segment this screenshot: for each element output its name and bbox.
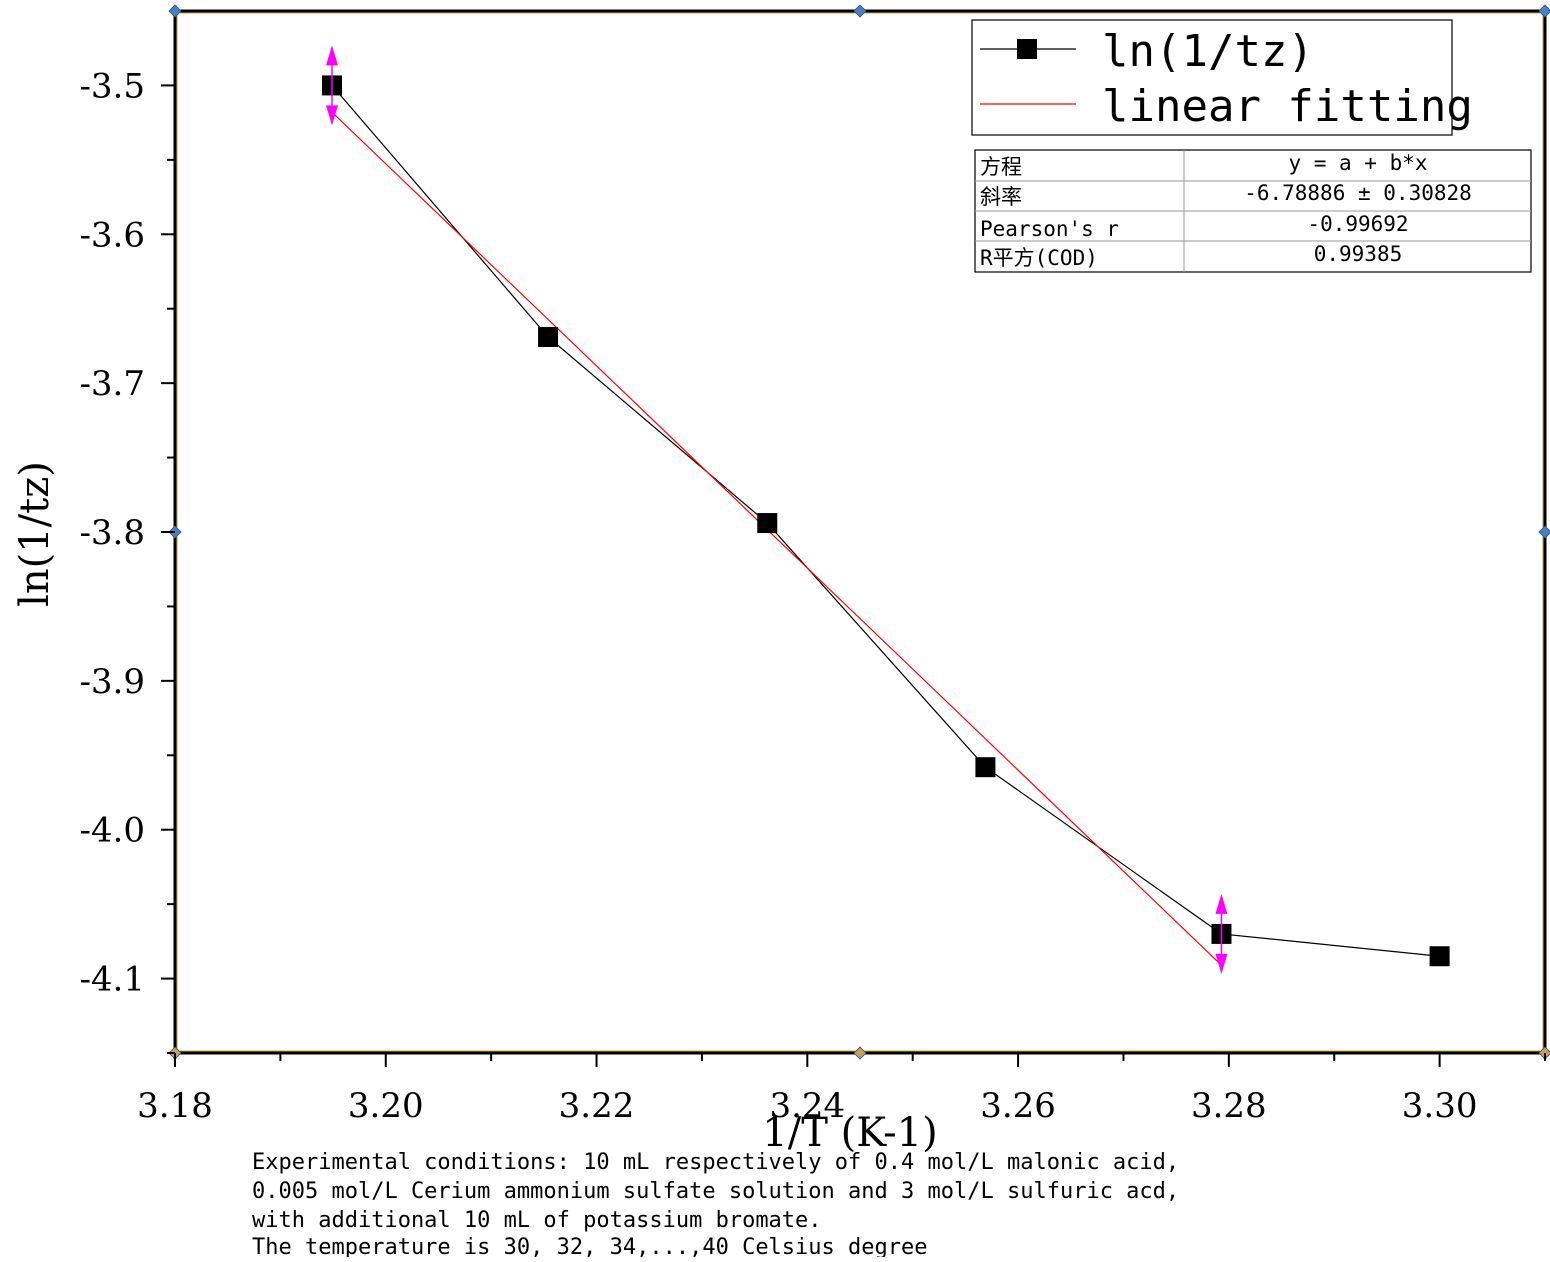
fit-range-arrow-up (1215, 893, 1228, 914)
caption-line: 0.005 mol/L Cerium ammonium sulfate solu… (252, 1179, 1179, 1204)
fit-row-slope-value: -6.78886 ± 0.30828 (1244, 181, 1472, 205)
x-tick-label: 3.26 (980, 1086, 1056, 1126)
x-tick-label: 3.30 (1402, 1086, 1478, 1126)
x-tick-label: 3.22 (559, 1086, 635, 1126)
y-tick-label: -3.9 (79, 662, 145, 702)
fit-row-r2-label: R平方(COD) (980, 246, 1098, 270)
fit-range-arrow-down (1215, 953, 1228, 974)
legend: ln(1/tz) linear fitting (971, 19, 1473, 136)
x-tick-label: 3.28 (1191, 1086, 1267, 1126)
fit-row-r2-value: 0.99385 (1314, 242, 1403, 266)
data-point-marker (1429, 946, 1450, 967)
x-tick-label: 3.24 (769, 1086, 845, 1126)
data-point-marker (975, 757, 996, 778)
legend-label-fit: linear fitting (1102, 81, 1473, 132)
y-axis-ticks: -3.5 -3.6 -3.7 -3.8 -3.9 -4.0 -4.1 (79, 66, 175, 1054)
caption-line: The temperature is 30, 32, 34,...,40 Cel… (252, 1235, 928, 1257)
frame-handle (853, 1046, 867, 1060)
legend-label-data: ln(1/tz) (1102, 26, 1314, 77)
fit-row-pearson-value: -0.99692 (1307, 212, 1408, 236)
x-tick-label: 3.18 (137, 1086, 213, 1126)
fit-row-slope-label: 斜率 (980, 185, 1022, 209)
fit-range-arrow-down (326, 105, 339, 126)
data-point-marker (538, 326, 559, 347)
series-layer (331, 85, 1440, 966)
frame-handle (168, 4, 182, 18)
frame-handle (1538, 4, 1550, 18)
marker-layer (322, 45, 1450, 974)
fit-results-table: 方程 y = a + b*x 斜率 -6.78886 ± 0.30828 Pea… (974, 149, 1532, 273)
fit-range-arrow-up (326, 45, 339, 66)
x-axis-ticks: 3.18 3.20 3.22 3.24 3.26 3.28 3.30 (137, 1053, 1546, 1126)
y-tick-label: -4.0 (79, 811, 145, 851)
frame-handle (853, 4, 867, 18)
fit-row-equation-value: y = a + b*x (1288, 151, 1427, 175)
y-tick-label: -3.7 (79, 364, 145, 404)
y-axis-title: ln(1/tz) (12, 461, 58, 607)
legend-marker-square (1017, 39, 1037, 59)
fit-row-pearson-label: Pearson's r (980, 217, 1119, 241)
frame-handle (1538, 525, 1550, 539)
y-tick-label: -3.8 (79, 513, 145, 553)
y-tick-label: -3.6 (79, 215, 145, 255)
y-tick-label: -3.5 (79, 66, 145, 106)
legend-box (971, 19, 1453, 136)
data-series-line (331, 85, 1440, 957)
experimental-caption: Experimental conditions: 10 mL respectiv… (252, 1150, 1179, 1260)
fit-row-equation-label: 方程 (980, 155, 1022, 179)
x-tick-label: 3.20 (348, 1086, 424, 1126)
x-axis-title: 1/T (K-1) (762, 1110, 937, 1156)
fit-line (331, 111, 1222, 966)
caption-line: Experimental conditions: 10 mL respectiv… (252, 1150, 1179, 1175)
caption-line: with additional 10 mL of potassium broma… (252, 1208, 822, 1233)
data-point-marker (757, 513, 778, 534)
y-tick-label: -4.1 (79, 960, 145, 1000)
